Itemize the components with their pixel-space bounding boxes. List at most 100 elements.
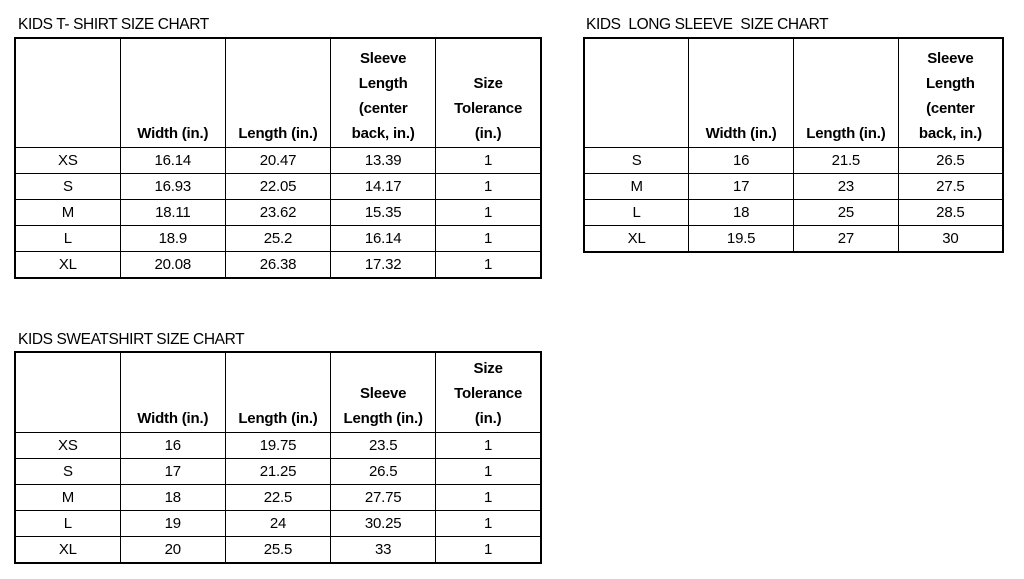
column-header: Sleeve Length (in.) (330, 351, 437, 433)
size-label: L (14, 510, 121, 537)
measurement-cell: 26.38 (224, 251, 332, 279)
measurement-cell: 27.5 (897, 173, 1004, 200)
measurement-cell: 1 (435, 225, 542, 252)
measurement-cell: 18.11 (119, 199, 226, 226)
measurement-cell: 1 (435, 458, 542, 485)
measurement-cell: 26.5 (330, 458, 437, 485)
longsleeve-size-table: Width (in.) Length (in.) Sleeve Length (ce… (583, 37, 1004, 253)
measurement-cell: 18.9 (119, 225, 226, 252)
measurement-cell: 19 (119, 510, 226, 537)
measurement-cell: 19.75 (224, 432, 332, 459)
size-label: XL (14, 536, 121, 564)
size-label: L (14, 225, 121, 252)
column-header (583, 37, 690, 148)
size-label: L (583, 199, 690, 226)
measurement-cell: 27 (793, 225, 899, 253)
table-row: XL 20 25.5 33 1 (14, 536, 542, 564)
size-label: S (14, 458, 121, 485)
size-label: XS (14, 147, 121, 174)
table-row: XL 20.08 26.38 17.32 1 (14, 251, 542, 279)
table-row: M 18.11 23.62 15.35 1 (14, 199, 542, 226)
measurement-cell: 18 (688, 199, 794, 226)
table-row: L 18 25 28.5 (583, 199, 1004, 226)
measurement-cell: 26.5 (897, 147, 1004, 174)
measurement-cell: 14.17 (330, 173, 437, 200)
size-label: XL (14, 251, 121, 279)
size-label: M (583, 173, 690, 200)
size-label: XS (14, 432, 121, 459)
header-row: Width (in.) Length (in.) Sleeve Length (ce… (14, 37, 542, 148)
measurement-cell: 21.5 (793, 147, 899, 174)
column-header: Size Tolerance (in.) (435, 37, 542, 148)
measurement-cell: 30.25 (330, 510, 437, 537)
measurement-cell: 25.5 (224, 536, 332, 564)
measurement-cell: 23.62 (224, 199, 332, 226)
table-row: M 18 22.5 27.75 1 (14, 484, 542, 511)
table-row: M 17 23 27.5 (583, 173, 1004, 200)
column-header: Length (in.) (224, 37, 332, 148)
tshirt-size-table: Width (in.) Length (in.) Sleeve Length (ce… (14, 37, 542, 279)
header-row: Width (in.) Length (in.) Sleeve Length (in… (14, 351, 542, 433)
measurement-cell: 16.14 (119, 147, 226, 174)
measurement-cell: 13.39 (330, 147, 437, 174)
column-header: Length (in.) (224, 351, 332, 433)
measurement-cell: 16.93 (119, 173, 226, 200)
measurement-cell: 28.5 (897, 199, 1004, 226)
measurement-cell: 1 (435, 251, 542, 279)
measurement-cell: 30 (897, 225, 1004, 253)
measurement-cell: 20.47 (224, 147, 332, 174)
measurement-cell: 27.75 (330, 484, 437, 511)
longsleeve-title: KIDS LONG SLEEVE SIZE CHART (586, 16, 829, 33)
table-row: XS 16 19.75 23.5 1 (14, 432, 542, 459)
measurement-cell: 23.5 (330, 432, 437, 459)
measurement-cell: 16 (119, 432, 226, 459)
measurement-cell: 33 (330, 536, 437, 564)
table-row: S 16 21.5 26.5 (583, 147, 1004, 174)
column-header: Sleeve Length (center back, in.) (897, 37, 1004, 148)
column-header: Width (in.) (688, 37, 794, 148)
size-label: M (14, 484, 121, 511)
table-row: L 19 24 30.25 1 (14, 510, 542, 537)
table-row: S 16.93 22.05 14.17 1 (14, 173, 542, 200)
measurement-cell: 17 (119, 458, 226, 485)
measurement-cell: 15.35 (330, 199, 437, 226)
measurement-cell: 1 (435, 173, 542, 200)
sweatshirt-title: KIDS SWEATSHIRT SIZE CHART (18, 331, 245, 348)
column-header: Width (in.) (119, 37, 226, 148)
measurement-cell: 25 (793, 199, 899, 226)
measurement-cell: 16.14 (330, 225, 437, 252)
measurement-cell: 24 (224, 510, 332, 537)
measurement-cell: 20.08 (119, 251, 226, 279)
measurement-cell: 17 (688, 173, 794, 200)
column-header: Sleeve Length (center back, in.) (330, 37, 437, 148)
measurement-cell: 25.2 (224, 225, 332, 252)
size-label: M (14, 199, 121, 226)
measurement-cell: 22.5 (224, 484, 332, 511)
measurement-cell: 1 (435, 199, 542, 226)
measurement-cell: 19.5 (688, 225, 794, 253)
column-header: Width (in.) (119, 351, 226, 433)
measurement-cell: 18 (119, 484, 226, 511)
header-row: Width (in.) Length (in.) Sleeve Length (ce… (583, 37, 1004, 148)
column-header: Length (in.) (793, 37, 899, 148)
measurement-cell: 21.25 (224, 458, 332, 485)
column-header: Size Tolerance (in.) (435, 351, 542, 433)
size-label: XL (583, 225, 690, 253)
measurement-cell: 16 (688, 147, 794, 174)
table-row: L 18.9 25.2 16.14 1 (14, 225, 542, 252)
table-row: XL 19.5 27 30 (583, 225, 1004, 253)
sweatshirt-size-table: Width (in.) Length (in.) Sleeve Length (in… (14, 351, 542, 564)
column-header (14, 351, 121, 433)
measurement-cell: 17.32 (330, 251, 437, 279)
measurement-cell: 1 (435, 484, 542, 511)
table-row: XS 16.14 20.47 13.39 1 (14, 147, 542, 174)
measurement-cell: 22.05 (224, 173, 332, 200)
tshirt-title: KIDS T- SHIRT SIZE CHART (18, 16, 209, 33)
table-row: S 17 21.25 26.5 1 (14, 458, 542, 485)
measurement-cell: 1 (435, 147, 542, 174)
size-label: S (14, 173, 121, 200)
measurement-cell: 20 (119, 536, 226, 564)
measurement-cell: 23 (793, 173, 899, 200)
measurement-cell: 1 (435, 510, 542, 537)
measurement-cell: 1 (435, 536, 542, 564)
